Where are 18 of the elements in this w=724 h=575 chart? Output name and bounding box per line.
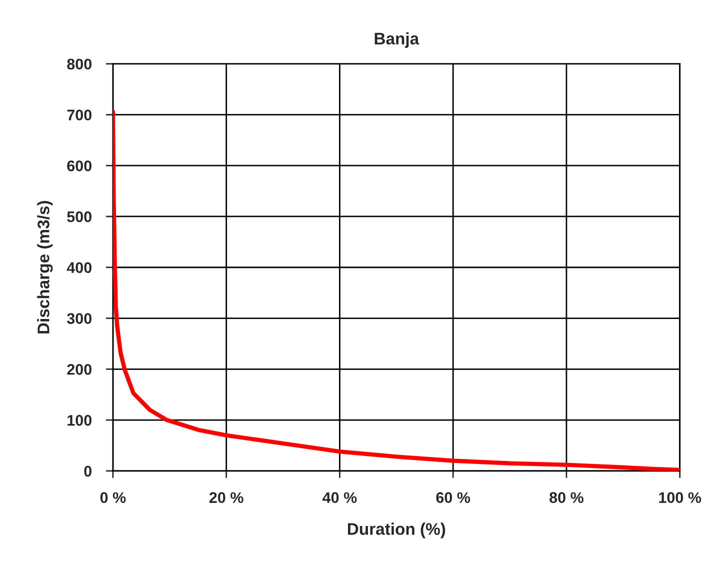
x-tick-label: 80 % (550, 492, 584, 503)
y-tick-label: 200 (67, 364, 92, 375)
x-tick-label: 100 % (659, 492, 702, 503)
x-tick-label: 20 % (209, 492, 244, 503)
y-tick-label: 0 (84, 466, 92, 477)
y-tick-label: 800 (67, 58, 92, 70)
chart-title: Banja (374, 32, 420, 48)
y-tick-label: 400 (66, 262, 92, 274)
y-axis-title: Discharge (m3/s) (37, 201, 53, 334)
x-tick-label: 40 % (322, 492, 357, 503)
x-tick-label: 0 % (100, 492, 126, 503)
x-tick-label: 60 % (436, 492, 470, 503)
y-tick-label: 100 (68, 414, 92, 426)
y-tick-label: 500 (67, 211, 92, 222)
y-tick-label: 600 (67, 160, 92, 172)
y-tick-label: 700 (67, 110, 92, 120)
y-tick-label: 300 (66, 313, 92, 324)
x-axis-title: Duration (%) (348, 522, 446, 538)
